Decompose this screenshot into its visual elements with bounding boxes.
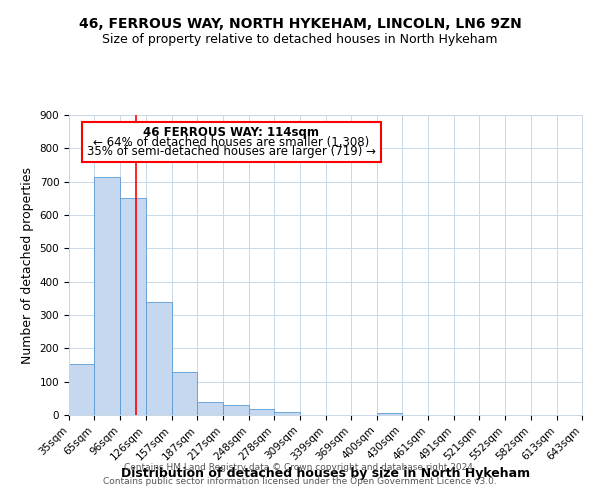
Text: ← 64% of detached houses are smaller (1,308): ← 64% of detached houses are smaller (1,… xyxy=(93,136,370,148)
Bar xyxy=(69,364,94,415)
Bar xyxy=(146,302,172,415)
Bar xyxy=(172,372,197,415)
Bar xyxy=(121,198,146,415)
Bar xyxy=(82,122,381,162)
Bar xyxy=(249,409,274,415)
Text: Contains HM Land Registry data © Crown copyright and database right 2024.: Contains HM Land Registry data © Crown c… xyxy=(124,464,476,472)
Bar xyxy=(223,405,249,415)
Text: Contains public sector information licensed under the Open Government Licence v3: Contains public sector information licen… xyxy=(103,477,497,486)
Text: 46, FERROUS WAY, NORTH HYKEHAM, LINCOLN, LN6 9ZN: 46, FERROUS WAY, NORTH HYKEHAM, LINCOLN,… xyxy=(79,18,521,32)
X-axis label: Distribution of detached houses by size in North Hykeham: Distribution of detached houses by size … xyxy=(121,467,530,480)
Text: 35% of semi-detached houses are larger (719) →: 35% of semi-detached houses are larger (… xyxy=(87,145,376,158)
Bar xyxy=(274,412,300,415)
Text: Size of property relative to detached houses in North Hykeham: Size of property relative to detached ho… xyxy=(102,32,498,46)
Bar xyxy=(94,176,121,415)
Y-axis label: Number of detached properties: Number of detached properties xyxy=(21,166,34,364)
Bar xyxy=(377,414,402,415)
Text: 46 FERROUS WAY: 114sqm: 46 FERROUS WAY: 114sqm xyxy=(143,126,319,138)
Bar xyxy=(197,402,223,415)
